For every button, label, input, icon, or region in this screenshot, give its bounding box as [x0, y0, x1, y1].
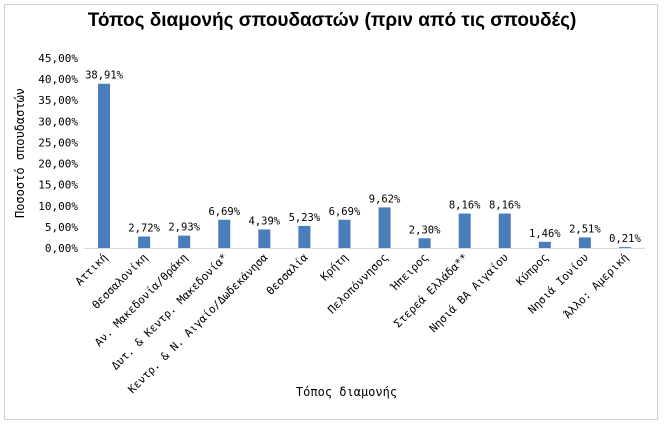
data-label: 8,16%	[449, 200, 481, 212]
data-label: 0,21%	[609, 233, 641, 245]
bar	[378, 207, 391, 248]
data-label: 2,51%	[569, 223, 601, 235]
x-tick-label: Αττική	[73, 251, 110, 288]
bar	[178, 235, 191, 248]
data-label: 4,39%	[249, 215, 281, 227]
y-tick-label: 40,00%	[38, 73, 78, 86]
x-tick-label: Θεσσαλία	[264, 251, 311, 298]
bar	[458, 213, 471, 248]
data-label: 2,72%	[128, 223, 160, 235]
x-tick-label: Νησιά ΒΑ Αιγαίου	[427, 251, 511, 335]
x-tick-label: Κύπρος	[514, 251, 551, 288]
x-axis-title: Τόπος διαμονής	[296, 385, 397, 399]
y-tick-label: 45,00%	[38, 52, 78, 65]
y-tick-label: 20,00%	[38, 158, 78, 171]
y-tick-label: 25,00%	[38, 136, 78, 149]
y-tick-label: 35,00%	[38, 94, 78, 107]
bar	[98, 83, 111, 248]
bar	[258, 229, 271, 248]
bar	[538, 241, 551, 248]
bar	[298, 225, 311, 248]
bar	[418, 238, 431, 248]
data-label: 2,30%	[409, 224, 441, 236]
chart-frame	[4, 4, 658, 420]
y-tick-label: 15,00%	[38, 179, 78, 192]
data-label: 2,93%	[168, 222, 200, 234]
bar	[138, 236, 151, 248]
x-tick-label: Στερεά Ελλάδα**	[391, 251, 470, 330]
data-label: 8,16%	[489, 200, 521, 212]
x-tick-label: Κρήτη	[318, 251, 351, 284]
y-tick-label: 30,00%	[38, 115, 78, 128]
y-tick-label: 10,00%	[38, 200, 78, 213]
y-axis-title: Ποσοστό σπουδαστών	[13, 88, 27, 218]
chart-title: Τόπος διαμονής σπουδαστών (πριν από τις …	[87, 10, 577, 31]
y-tick-label: 0,00%	[45, 242, 78, 255]
data-label: 1,46%	[529, 228, 561, 240]
bar	[498, 213, 511, 248]
bar	[218, 219, 231, 248]
bar	[618, 247, 631, 248]
x-tick-label: Κεντρ. & Ν. Αιγαίο/Δωδεκάνησα	[125, 251, 270, 396]
bar	[338, 219, 351, 248]
bar	[578, 237, 591, 248]
data-label: 6,69%	[329, 206, 361, 218]
data-label: 6,69%	[208, 206, 240, 218]
y-tick-label: 5,00%	[45, 221, 78, 234]
data-label: 9,62%	[369, 193, 401, 205]
data-label: 5,23%	[289, 212, 321, 224]
data-label: 38,91%	[85, 70, 124, 82]
